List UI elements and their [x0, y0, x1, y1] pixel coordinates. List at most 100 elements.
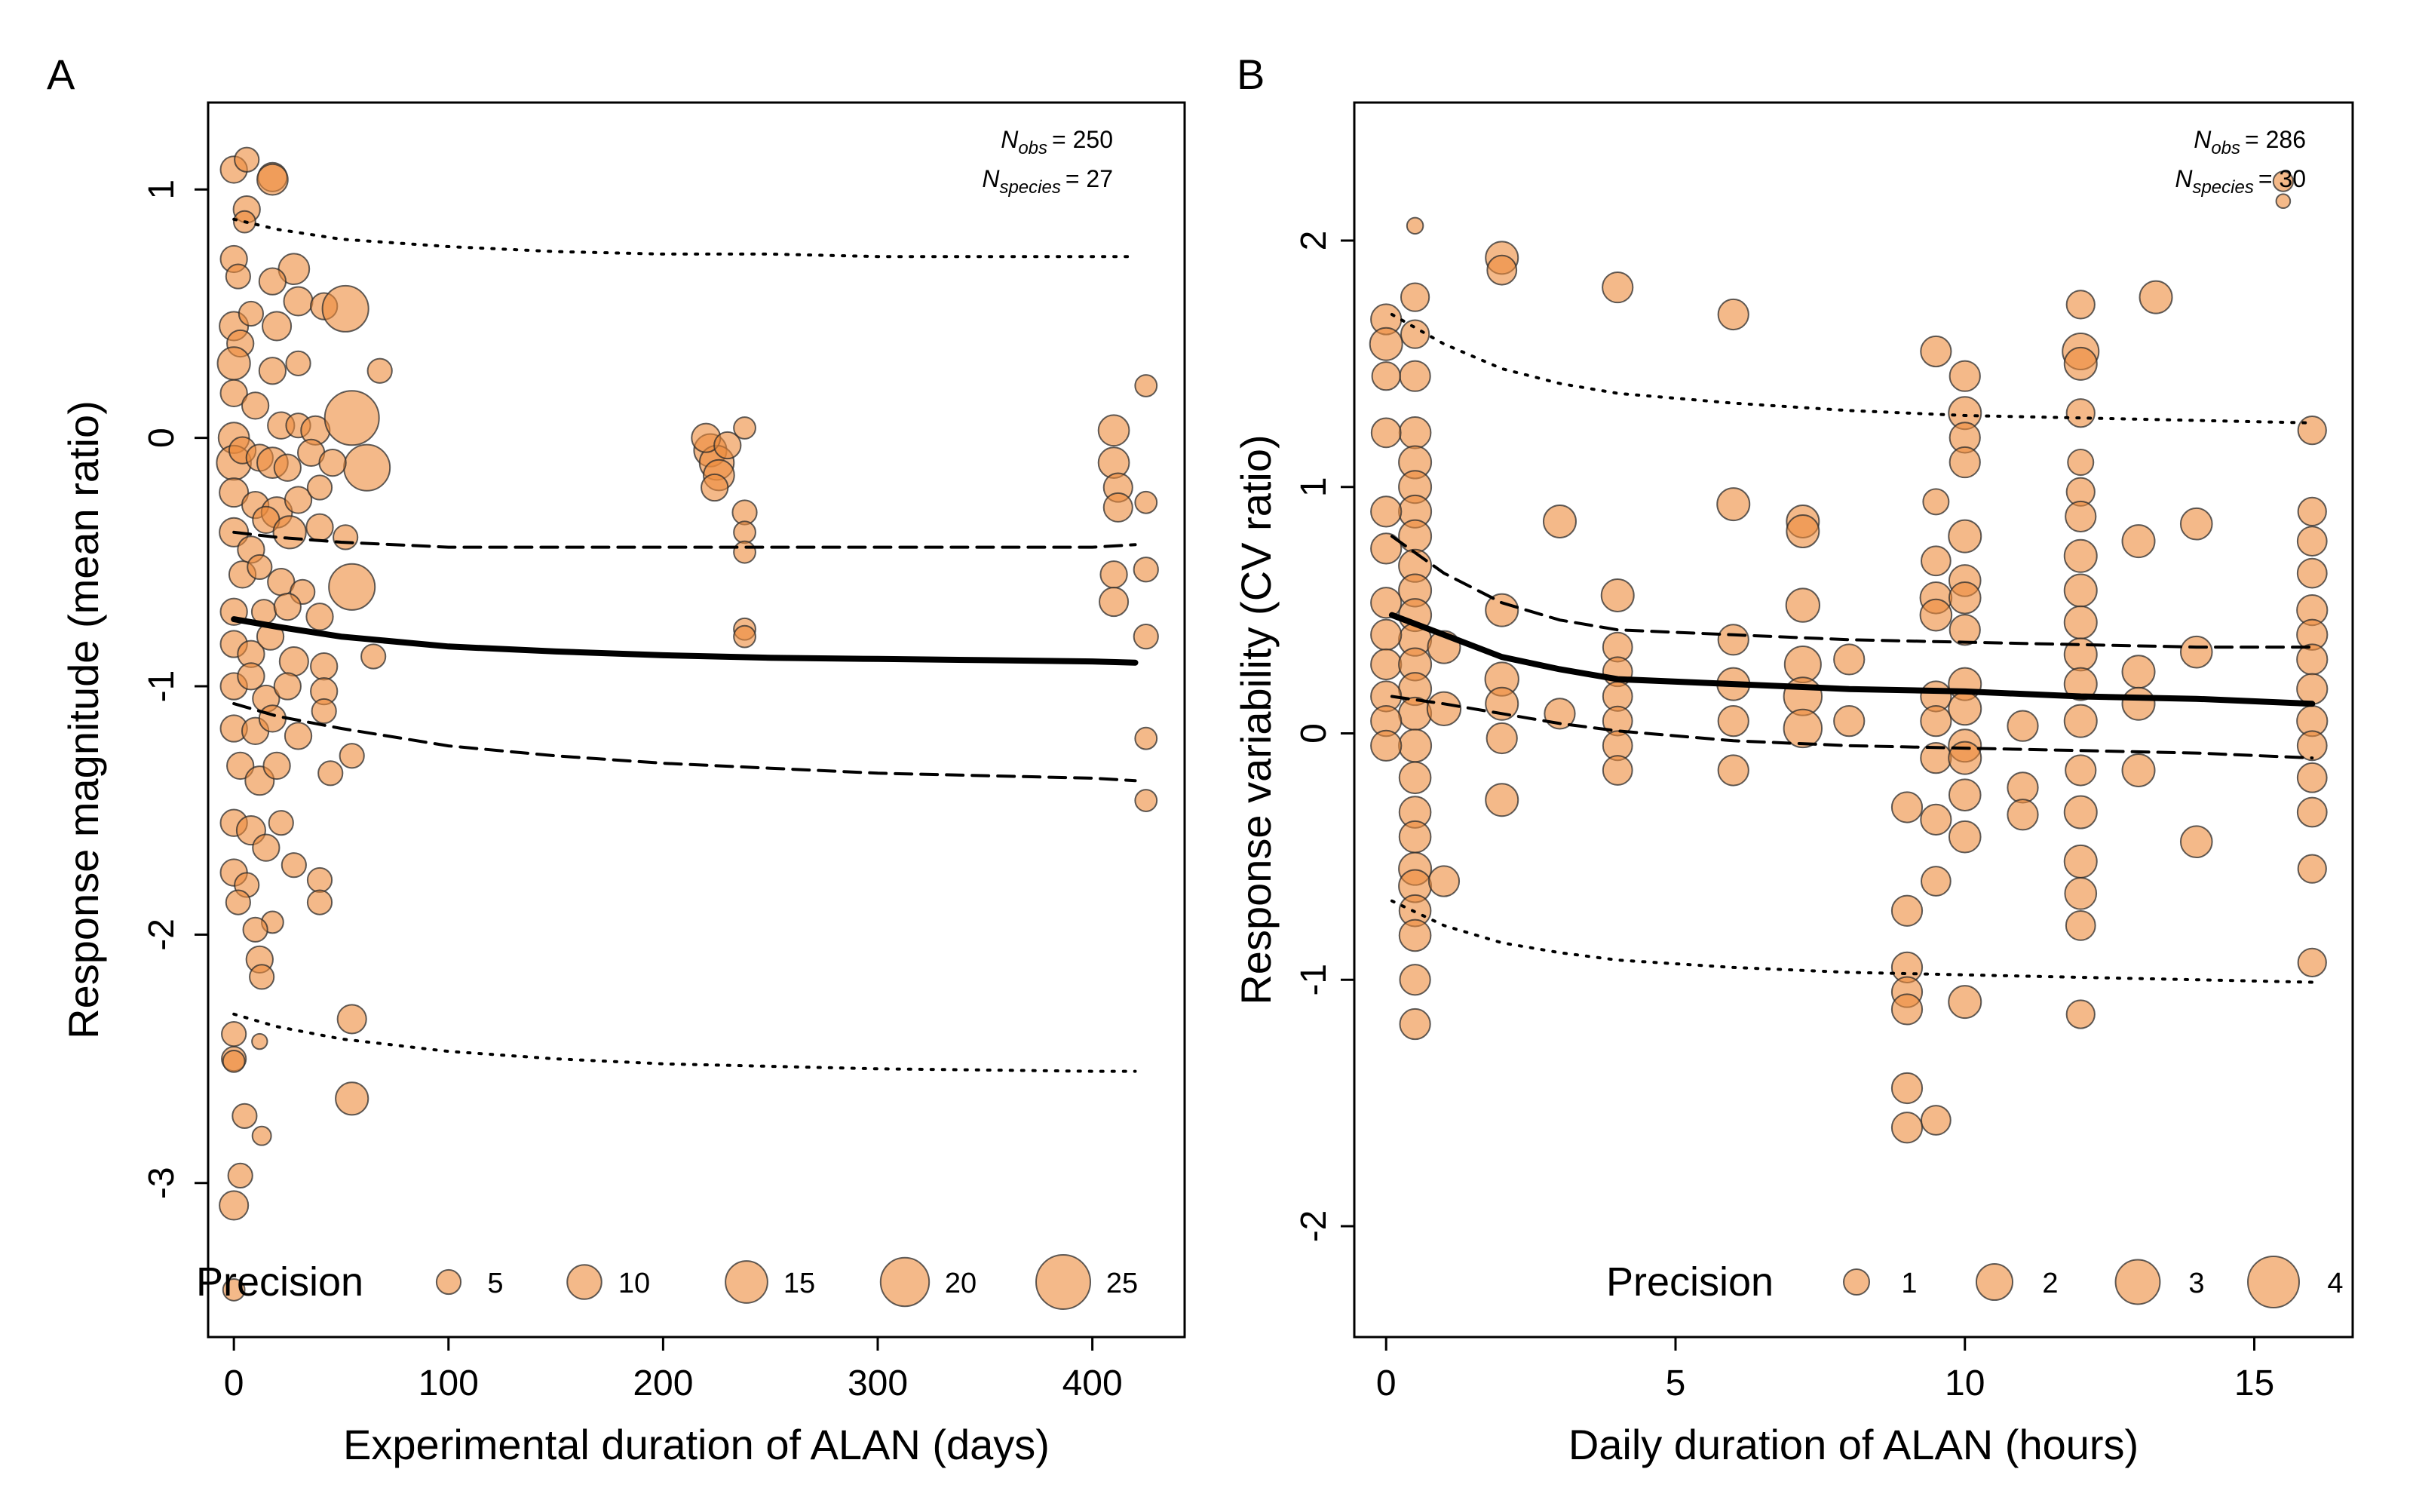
data-point	[1600, 578, 1635, 612]
data-point	[1948, 360, 1981, 392]
data-point	[2067, 449, 2095, 477]
data-point	[237, 662, 265, 691]
data-point	[2179, 635, 2213, 669]
legend-label: 15	[783, 1268, 815, 1299]
x-tick-label: 0	[224, 1363, 244, 1403]
x-tick-label: 5	[1666, 1363, 1686, 1403]
data-point	[2063, 605, 2098, 639]
x-tick-label: 400	[1062, 1363, 1123, 1403]
data-point	[306, 889, 333, 915]
data-point	[2296, 673, 2329, 705]
data-point	[2297, 854, 2327, 884]
data-point	[1371, 361, 1401, 391]
plot-frame	[207, 101, 1186, 1339]
data-point	[2121, 753, 2156, 787]
data-point	[1920, 866, 1952, 897]
data-point	[2297, 496, 2327, 527]
confidence-interval-lower-line	[232, 702, 1137, 783]
data-point	[1922, 488, 1950, 516]
data-point	[1370, 587, 1403, 619]
legend-title: Precision	[196, 1259, 363, 1305]
legend-symbol	[1975, 1262, 2014, 1302]
data-point	[2275, 193, 2292, 210]
data-point	[2296, 526, 2328, 557]
data-point	[272, 515, 307, 550]
data-point	[1890, 894, 1924, 927]
data-point	[733, 416, 756, 440]
data-point	[1948, 692, 1982, 726]
data-point	[2065, 909, 2096, 941]
data-point	[1485, 783, 1519, 817]
data-point	[1427, 865, 1461, 897]
data-point	[306, 474, 333, 501]
y-tick-label: -3	[142, 1167, 182, 1199]
data-point	[222, 1278, 246, 1302]
plot-frame	[1353, 101, 2354, 1339]
data-point	[1369, 327, 1403, 361]
data-point	[2063, 346, 2098, 381]
data-point	[328, 563, 376, 611]
data-point	[262, 311, 293, 342]
data-point	[1890, 1072, 1924, 1105]
legend-label: 4	[2327, 1268, 2343, 1299]
data-point	[1833, 705, 1866, 738]
data-point	[225, 263, 251, 290]
fitted-trend-line	[231, 616, 1139, 666]
data-point	[1097, 414, 1130, 447]
data-point	[284, 486, 313, 514]
n-species-subscript: species	[2192, 177, 2253, 198]
n-obs-symbol: N	[2194, 126, 2212, 153]
data-point	[219, 477, 250, 508]
data-point	[219, 379, 248, 408]
legend-label: 5	[487, 1268, 503, 1299]
data-point	[1370, 532, 1403, 565]
data-point	[241, 391, 270, 420]
data-point	[1398, 761, 1432, 795]
legend-label: 20	[945, 1268, 977, 1299]
data-point	[249, 964, 275, 990]
legend-label: 3	[2188, 1268, 2204, 1299]
y-tick-label: -2	[1294, 1210, 1334, 1243]
data-point	[1920, 335, 1952, 368]
data-point	[305, 603, 334, 631]
data-point	[2139, 280, 2173, 314]
data-point	[2296, 762, 2328, 793]
data-layer	[216, 146, 1159, 1302]
legend-symbol	[435, 1268, 462, 1296]
n-obs-subscript: obs	[2211, 138, 2240, 158]
n-obs-value: = 286	[2245, 126, 2306, 153]
y-tick-label: -2	[142, 919, 182, 951]
y-axis-title: Response magnitude (mean ratio)	[60, 400, 107, 1039]
y-tick-label: 1	[1294, 477, 1334, 497]
x-tick-label: 0	[1376, 1363, 1397, 1403]
n-obs-subscript: obs	[1018, 138, 1047, 158]
data-layer	[1369, 170, 2329, 1144]
data-point	[317, 760, 344, 787]
data-point	[222, 1049, 246, 1073]
y-tick-label: 0	[1294, 723, 1334, 744]
data-point	[1716, 487, 1751, 522]
data-point	[251, 1125, 272, 1146]
data-point	[1370, 729, 1403, 762]
data-point	[2063, 573, 2098, 608]
data-point	[335, 1081, 369, 1116]
data-point	[1717, 705, 1749, 738]
data-point	[234, 146, 260, 173]
data-point	[733, 624, 756, 649]
data-point	[2121, 655, 2156, 689]
data-point	[285, 350, 311, 376]
confidence-interval-lower-line	[1390, 695, 2314, 760]
x-tick-label: 100	[419, 1363, 479, 1403]
n-species-value: = 30	[2258, 165, 2306, 192]
data-point	[251, 1032, 268, 1050]
n-obs-label: Nobs = 286	[2194, 126, 2306, 158]
data-point	[2296, 730, 2328, 762]
data-point	[360, 643, 387, 670]
data-point	[2063, 667, 2098, 701]
prediction-interval-lower-line	[1390, 899, 2314, 984]
data-point	[1400, 319, 1430, 349]
data-point	[2179, 507, 2213, 541]
